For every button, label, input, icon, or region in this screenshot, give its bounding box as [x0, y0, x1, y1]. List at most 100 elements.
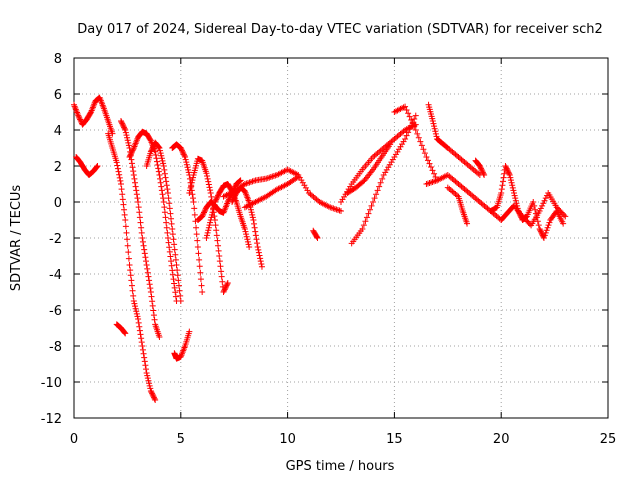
data-point [166, 200, 173, 207]
data-point [121, 125, 128, 132]
data-point [115, 168, 122, 175]
data-point [160, 195, 167, 202]
data-point [215, 247, 222, 254]
data-point [403, 106, 410, 113]
data-point [205, 227, 212, 234]
data-point [172, 256, 179, 263]
data-point [546, 219, 553, 226]
data-point [139, 238, 146, 245]
data-point [196, 263, 203, 270]
y-tick-label: -8 [49, 340, 62, 355]
data-point [172, 293, 179, 300]
data-point [138, 335, 145, 342]
y-tick-label: -6 [49, 304, 62, 319]
data-point [145, 377, 152, 384]
data-point [159, 191, 166, 198]
data-point [124, 242, 131, 249]
data-point [164, 186, 171, 193]
data-point [124, 137, 131, 144]
data-point [163, 178, 170, 185]
data-point [536, 208, 543, 214]
data-point [118, 186, 125, 193]
data-point [295, 173, 302, 180]
data-point [193, 231, 200, 238]
data-point [147, 388, 154, 394]
data-point [167, 253, 174, 260]
data-point [172, 251, 179, 258]
x-tick-label: 20 [493, 432, 510, 447]
data-point [503, 165, 510, 172]
data-point [76, 115, 83, 122]
data-point [264, 175, 271, 182]
data-point [230, 195, 237, 202]
data-point [190, 174, 197, 181]
data-point [208, 211, 215, 218]
data-point [531, 202, 538, 209]
data-point [143, 262, 150, 268]
data-point [136, 214, 143, 221]
data-point [560, 220, 567, 227]
data-point [203, 235, 210, 241]
x-tick-label: 5 [177, 432, 185, 447]
data-point [156, 334, 163, 340]
data-point [209, 209, 216, 216]
data-point [243, 231, 250, 238]
data-point [539, 202, 546, 209]
data-point [210, 204, 217, 211]
data-point [370, 199, 377, 205]
chart-title: Day 017 of 2024, Sidereal Day-to-day VTE… [77, 22, 603, 37]
data-point [252, 232, 259, 239]
data-point [177, 292, 184, 299]
data-point [269, 173, 276, 180]
data-point [532, 206, 539, 213]
data-point [186, 328, 193, 335]
data-point [246, 179, 253, 186]
data-point [123, 229, 130, 236]
data-point [143, 258, 150, 265]
data-points [71, 94, 569, 403]
data-point [177, 298, 184, 304]
data-point [147, 285, 154, 292]
data-point [220, 289, 227, 295]
data-point [214, 193, 221, 200]
data-point [263, 175, 270, 182]
data-point [145, 273, 152, 280]
data-point [197, 276, 204, 283]
data-point [125, 139, 132, 146]
data-point [176, 287, 183, 294]
data-point [137, 331, 144, 338]
data-point [506, 172, 513, 178]
data-point [429, 167, 436, 174]
data-point [421, 150, 428, 157]
data-point [229, 197, 236, 204]
data-point [429, 178, 436, 185]
data-point [213, 195, 220, 202]
data-point [166, 205, 173, 212]
data-point [168, 215, 175, 222]
data-point [207, 190, 214, 196]
data-point [190, 195, 197, 202]
data-point [222, 283, 229, 290]
data-point [251, 177, 258, 184]
data-point [182, 154, 189, 160]
data-point [119, 121, 126, 128]
data-point [256, 252, 263, 259]
data-point [512, 195, 519, 202]
data-point [150, 307, 157, 314]
data-point [149, 146, 156, 153]
data-point [143, 366, 150, 373]
data-point [379, 175, 386, 182]
data-point [423, 181, 430, 187]
data-point [169, 226, 176, 232]
data-point [152, 397, 159, 403]
data-point [178, 146, 185, 153]
data-point [133, 308, 140, 315]
data-point [183, 161, 190, 168]
data-point [122, 127, 129, 133]
data-point [151, 395, 158, 402]
data-point [236, 178, 243, 185]
y-tick-label: -12 [41, 412, 62, 427]
data-point [124, 134, 131, 141]
data-point [144, 265, 151, 272]
data-point [75, 112, 82, 119]
